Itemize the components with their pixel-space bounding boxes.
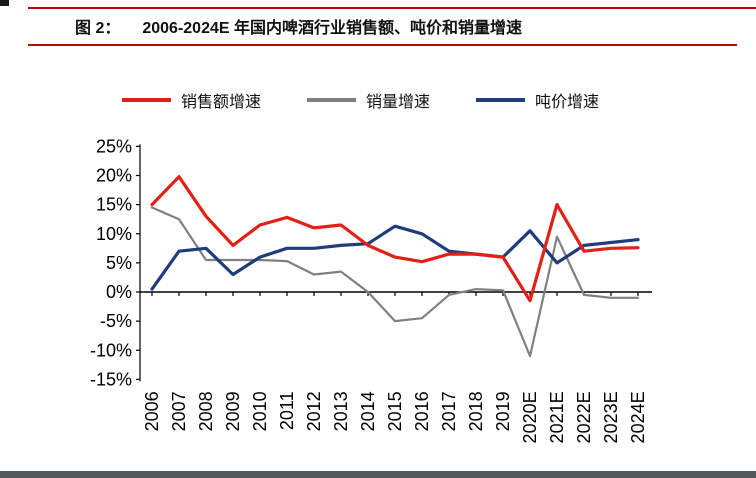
top-red-rule — [28, 7, 756, 9]
page-corner-mark — [0, 0, 9, 6]
y-tick-label: -10% — [90, 340, 132, 360]
line-chart: 25% 20% 15% 10% 5% 0% -5% -10% -15% 2006 2007 2008 2… — [90, 136, 652, 443]
series-line-sales-revenue-growth — [150, 175, 640, 303]
x-tick-label: 2024E — [628, 391, 648, 443]
y-tick-label: 0% — [106, 282, 132, 302]
legend-line-swatch-gray — [307, 98, 357, 102]
x-tick-label: 2015 — [385, 391, 405, 431]
y-tick-label: 5% — [106, 253, 132, 273]
x-tick-label: 2014 — [358, 391, 378, 431]
x-tick-label: 2013 — [331, 391, 351, 431]
legend-label: 吨价增速 — [535, 94, 600, 111]
chart-legend: 销售额增速 销量增速 吨价增速 — [122, 88, 599, 112]
legend-label: 销量增速 — [366, 94, 431, 111]
x-tick-label: 2019 — [493, 391, 513, 431]
figure-header: 图 2： 2006-2024E 年国内啤酒行业销售额、吨价和销量增速 — [75, 14, 522, 38]
legend-item-sales-volume-growth: 销量增速 — [307, 88, 430, 112]
footer-bar — [0, 471, 756, 478]
x-tick-label: 2018 — [466, 391, 486, 431]
series-line-price-per-ton-growth — [150, 224, 640, 291]
y-tick-label: -15% — [90, 369, 132, 389]
figure-number-label: 图 2： — [75, 20, 121, 37]
y-tick-label: 25% — [96, 136, 132, 156]
legend-item-price-per-ton-growth: 吨价增速 — [476, 88, 599, 112]
x-tick-label: 2022E — [574, 391, 594, 443]
x-tick-label: 2020E — [520, 391, 540, 443]
x-tick-label: 2006 — [142, 391, 162, 431]
x-tick-label: 2023E — [601, 391, 621, 443]
x-tick-label: 2008 — [196, 391, 216, 431]
y-tick-label: 10% — [96, 224, 132, 244]
y-tick-label: 15% — [96, 195, 132, 215]
x-tick-label: 2009 — [223, 391, 243, 431]
legend-item-sales-revenue-growth: 销售额增速 — [122, 88, 261, 112]
y-tick-label: -5% — [100, 311, 132, 331]
x-tick-label: 2007 — [169, 391, 189, 431]
y-tick-label: 20% — [96, 166, 132, 186]
x-tick-label: 2016 — [412, 391, 432, 431]
x-tick-label: 2010 — [250, 391, 270, 431]
legend-line-swatch-red — [122, 98, 171, 102]
x-tick-label: 2012 — [304, 391, 324, 431]
series-line-sales-volume-growth — [150, 206, 640, 358]
legend-line-swatch-navy — [476, 98, 526, 102]
x-tick-label: 2011 — [277, 391, 297, 430]
x-tick-label: 2021E — [547, 391, 567, 443]
figure-title: 2006-2024E 年国内啤酒行业销售额、吨价和销量增速 — [142, 20, 522, 37]
title-underline-rule — [28, 44, 737, 46]
legend-label: 销售额增速 — [181, 94, 262, 111]
x-tick-label: 2017 — [439, 391, 459, 431]
